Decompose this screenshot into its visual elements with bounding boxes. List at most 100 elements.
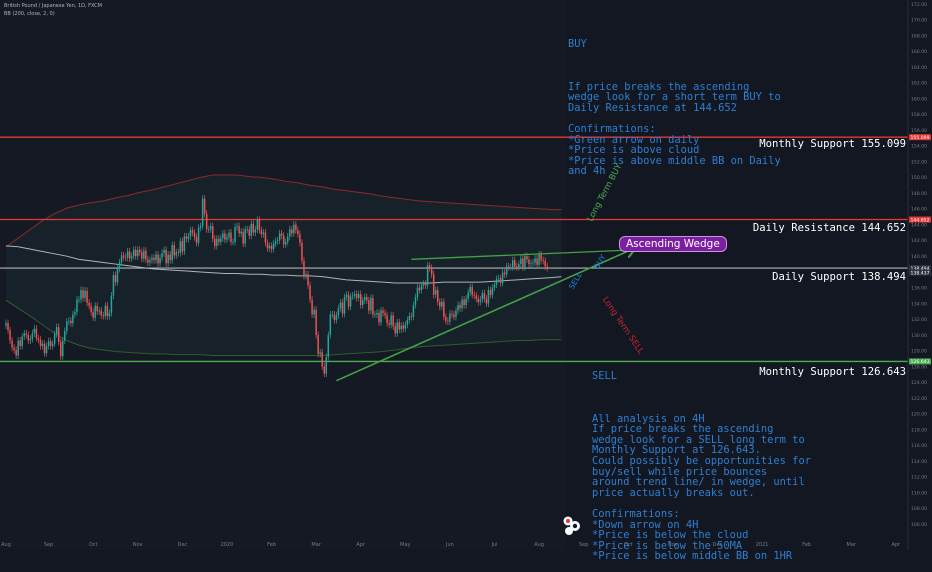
candle-body (13, 347, 15, 350)
candle-body (151, 257, 153, 261)
candle-body (185, 236, 188, 239)
price-tick-label: 160.00 (911, 96, 927, 102)
candle-body (238, 226, 240, 234)
candle-body (546, 266, 548, 268)
price-tick-label: 130.00 (911, 333, 927, 339)
candle-body (424, 283, 427, 286)
time-tick-label: Apr (892, 542, 902, 548)
price-axis[interactable]: 106.00 108.00 110.00 112.00 114.00 116.00 118.… (907, 0, 932, 550)
candle-body (305, 274, 307, 276)
ascending-wedge-label[interactable]: Ascending Wedge (619, 236, 727, 252)
time-tick-label: Mar (311, 542, 321, 548)
buy-note-title: BUY (568, 38, 587, 51)
candle-body (222, 233, 224, 239)
price-badge-label: 138.494 (911, 266, 930, 272)
price-tick-label: 134.00 (911, 301, 927, 307)
price-badge (909, 134, 931, 141)
candle-body (278, 233, 281, 241)
price-badge (909, 358, 931, 365)
candle-body (378, 312, 380, 323)
candle-body (311, 299, 313, 315)
candle-body (270, 245, 273, 250)
candle-body (390, 315, 392, 325)
candle-body (212, 226, 214, 239)
time-tick-label: Aug (1, 542, 11, 548)
candle-body (461, 299, 463, 309)
price-tick-label: 122.00 (911, 396, 927, 402)
candle-body (394, 326, 396, 334)
candle-body (244, 229, 246, 244)
candle-body (345, 294, 348, 298)
candle-body (15, 349, 17, 356)
candle-body (307, 274, 309, 286)
buy-note-lines: If price breaks the ascending wedge look … (568, 81, 781, 177)
candle-body (309, 285, 311, 300)
candle-body (384, 312, 386, 316)
candle-body (457, 305, 459, 311)
candle-body (362, 300, 364, 306)
candle-body (214, 238, 216, 246)
candle-body (23, 333, 25, 337)
time-tick-label: Dec (178, 542, 188, 548)
candle-body (289, 229, 291, 237)
candle-body (315, 309, 317, 335)
candle-body (139, 249, 141, 253)
buy-note-line: wedge look for a short term BUY to (568, 91, 781, 104)
candle-body (262, 232, 265, 235)
candle-body (39, 339, 42, 347)
candle-body (216, 238, 218, 246)
candle-body (218, 238, 220, 242)
level-label-monthly-support-low: Monthly Support 126.643 (759, 366, 906, 378)
candle-body (226, 237, 228, 240)
candle-body (254, 229, 257, 233)
candle-body (183, 236, 186, 252)
sell-note-line: wedge look for a SELL long term to (592, 433, 805, 446)
buy-note-line: *Green arrow on daily (568, 133, 700, 146)
price-tick-label: 162.00 (911, 81, 927, 87)
time-axis[interactable]: Aug Sep Oct Nov Dec 2020 Feb Mar Apr May Jun Jul Aug… (1, 542, 901, 548)
price-tick-label: 152.00 (911, 159, 927, 165)
candle-body (220, 238, 222, 242)
candle-body (400, 325, 403, 330)
time-tick-label: Mar (847, 542, 857, 548)
candle-body (491, 287, 494, 295)
price-tick-label: 128.00 (911, 349, 927, 355)
candle-body (505, 266, 508, 275)
price-chart[interactable]: 106.00 108.00 110.00 112.00 114.00 116.00 118.… (0, 0, 932, 550)
price-tick-label: 158.00 (911, 112, 927, 118)
candle-body (467, 292, 469, 299)
price-tick-label: 146.00 (911, 207, 927, 213)
candle-body (370, 297, 372, 311)
candle-body (366, 297, 368, 301)
candle-body (291, 229, 293, 234)
tradingview-logo-icon[interactable] (562, 515, 582, 537)
candle-body (528, 259, 530, 265)
sell-note-line: buy/sell while price bounces (592, 465, 768, 478)
ascending-wedge-lines[interactable] (336, 248, 634, 382)
horizontal-levels[interactable] (0, 136, 908, 363)
candle-body (477, 298, 480, 302)
price-tick-label: 166.00 (911, 49, 927, 55)
time-tick-label: Nov (668, 542, 678, 548)
candle-body (351, 295, 354, 297)
candle-body (412, 305, 415, 317)
candle-body (509, 267, 512, 269)
candle-body (441, 301, 443, 307)
candle-body (428, 265, 431, 268)
candle-body (319, 352, 321, 354)
candle-body (434, 290, 437, 295)
price-tick-label: 154.00 (911, 144, 927, 150)
candle-body (341, 302, 344, 314)
candle-body (372, 297, 374, 315)
candle-body (155, 254, 157, 261)
candle-body (153, 257, 155, 261)
bollinger-lower-line (5, 299, 562, 356)
wedge-lower-line (336, 248, 634, 382)
candle-body (272, 243, 275, 250)
price-tick-label: 106.00 (911, 522, 927, 528)
candle-body (29, 338, 32, 341)
candle-body (45, 346, 48, 354)
candle-body (258, 219, 261, 231)
time-tick-label: May (400, 542, 410, 548)
price-tick-label: 144.00 (911, 222, 927, 228)
